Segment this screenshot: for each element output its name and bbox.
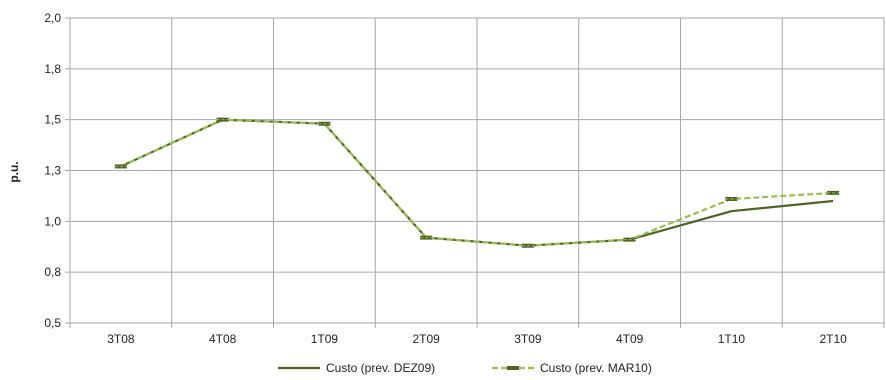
x-tick-label: 4T08 — [209, 332, 237, 346]
y-tick-label: 2,0 — [44, 11, 61, 25]
legend-item-1: Custo (prev. DEZ09) — [278, 361, 435, 375]
y-tick-label: 1,8 — [44, 62, 61, 76]
x-tick-label: 1T09 — [311, 332, 339, 346]
x-tick-label: 2T10 — [819, 332, 847, 346]
y-axis-label: p.u. — [7, 161, 21, 182]
y-tick-label: 1,5 — [44, 113, 61, 127]
axes — [65, 17, 70, 324]
legend: Custo (prev. DEZ09) Custo (prev. MAR10) — [278, 361, 652, 375]
x-tick-label: 4T09 — [616, 332, 644, 346]
y-tick-labels: 0,5 0,8 1,0 1,3 1,5 1,8 2,0 — [44, 11, 61, 330]
legend-label: Custo (prev. DEZ09) — [326, 361, 435, 375]
x-tick-label: 3T09 — [514, 332, 542, 346]
series-group — [114, 117, 840, 248]
legend-label: Custo (prev. MAR10) — [540, 361, 652, 375]
series-line-2 — [120, 118, 834, 247]
grid — [69, 17, 885, 328]
x-tick-label: 1T10 — [718, 332, 746, 346]
x-tick-label: 3T08 — [107, 332, 135, 346]
y-tick-label: 0,8 — [44, 265, 61, 279]
y-tick-label: 1,3 — [44, 164, 61, 178]
legend-marker — [507, 366, 519, 370]
x-tick-labels: 3T08 4T08 1T09 2T09 3T09 4T09 1T10 2T10 — [107, 332, 847, 346]
y-tick-label: 1,0 — [44, 214, 61, 228]
legend-item-2: Custo (prev. MAR10) — [492, 361, 652, 375]
y-tick-label: 0,5 — [44, 316, 61, 330]
x-tick-label: 2T09 — [412, 332, 440, 346]
